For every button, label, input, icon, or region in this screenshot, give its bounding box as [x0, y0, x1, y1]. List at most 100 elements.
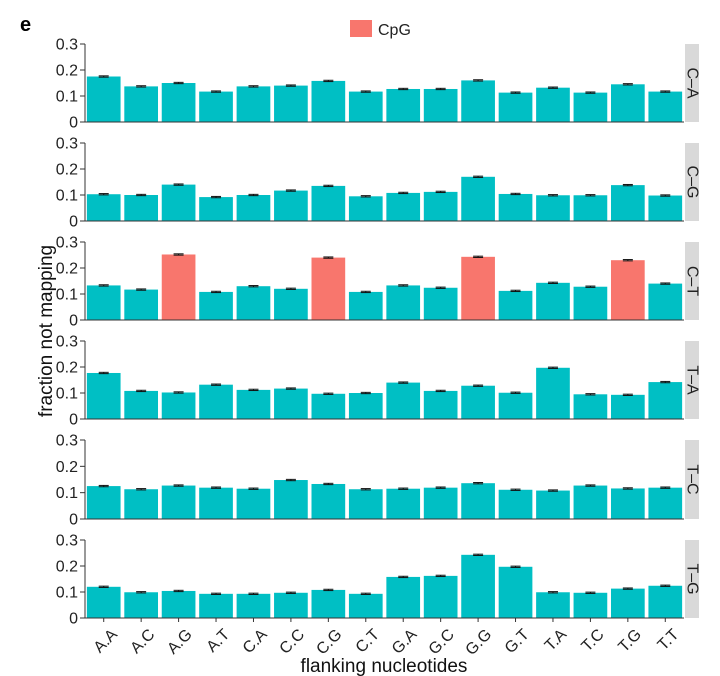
y-tick-label: 0.3	[56, 533, 78, 550]
x-axis-title: flanking nucleotides	[301, 656, 468, 676]
bar	[236, 593, 271, 618]
bar	[274, 480, 308, 519]
x-tick-label: C.C	[277, 626, 309, 658]
bar	[348, 91, 383, 122]
bar	[423, 88, 458, 122]
bar	[86, 194, 121, 221]
x-tick-label: A.C	[127, 626, 158, 657]
bar	[124, 592, 159, 618]
facet-strip-label: T–A	[684, 365, 701, 395]
bar	[573, 485, 608, 519]
bar	[573, 286, 608, 320]
bar	[648, 382, 683, 419]
y-tick-label: 0.3	[56, 235, 78, 252]
y-tick-label: 0.1	[56, 585, 78, 602]
bar	[311, 483, 346, 519]
bar	[161, 83, 196, 122]
bar	[386, 576, 421, 618]
bar	[610, 185, 645, 221]
y-tick-label: 0.2	[56, 459, 78, 476]
bar	[498, 392, 533, 419]
bar	[161, 184, 196, 221]
facet-strip-label: C–A	[684, 67, 701, 98]
bar	[423, 191, 458, 221]
facet-strip	[685, 540, 699, 618]
bar	[573, 394, 608, 419]
bar	[423, 487, 458, 519]
facet-panel: 0 0.1 0.2 0.3 T–A	[56, 334, 701, 429]
bar	[461, 483, 495, 519]
y-tick-label: 0.2	[56, 360, 78, 377]
x-tick-label: G.C	[426, 626, 458, 658]
y-tick-label: 0	[69, 512, 78, 529]
x-tick-label: T.G	[615, 626, 645, 656]
bar	[386, 192, 421, 221]
bar	[573, 195, 608, 221]
bar	[386, 488, 421, 519]
facet-panel: 0 0.1 0.2 0.3 C–T	[56, 235, 701, 330]
y-tick-label: 0	[69, 214, 78, 231]
bar	[423, 287, 458, 320]
bar	[311, 185, 346, 221]
bar	[236, 86, 271, 122]
bar	[461, 256, 495, 320]
facet-strip	[685, 341, 699, 419]
facet-panel: 0 0.1 0.2 0.3 T–C	[56, 433, 701, 529]
bar	[86, 285, 121, 320]
y-tick-label: 0	[69, 115, 78, 132]
bar	[161, 392, 196, 419]
bar	[348, 489, 383, 519]
bar	[274, 190, 308, 221]
bar	[498, 290, 533, 320]
bar	[610, 84, 645, 122]
bar	[461, 80, 495, 122]
bar	[610, 394, 645, 419]
bar	[498, 92, 533, 122]
bar	[498, 489, 533, 519]
x-tick-labels: A.A A.C A.G A.T C.A C.C C.G C.T G.A G.C G.G G.T T.A T…	[91, 618, 683, 659]
y-tick-label: 0.2	[56, 63, 78, 80]
x-tick-label: A.G	[164, 626, 196, 658]
bar	[199, 91, 233, 122]
bar	[348, 593, 383, 618]
x-tick-label: T.C	[579, 626, 608, 655]
x-tick-label: T.T	[655, 626, 683, 654]
legend-label-cpg: CpG	[378, 22, 411, 39]
x-tick-label: C.A	[240, 626, 271, 657]
bar	[648, 91, 683, 122]
bar	[610, 488, 645, 519]
bar	[536, 282, 570, 320]
bar	[161, 590, 196, 618]
bar	[311, 80, 346, 122]
bar	[236, 389, 271, 419]
x-tick-label: G.T	[502, 626, 533, 657]
bar	[274, 592, 308, 618]
bar	[610, 588, 645, 618]
y-tick-label: 0	[69, 313, 78, 330]
y-tick-label: 0.1	[56, 188, 78, 205]
bar	[124, 289, 159, 320]
y-tick-label: 0.1	[56, 287, 78, 304]
bar	[199, 593, 233, 618]
legend-swatch-cpg	[350, 20, 372, 37]
y-tick-label: 0.3	[56, 433, 78, 450]
bar	[311, 589, 346, 618]
x-tick-label: G.G	[463, 626, 496, 659]
facet-strip	[685, 44, 699, 122]
legend: CpG	[350, 20, 411, 39]
facet-strip	[685, 143, 699, 221]
facet-strip	[685, 440, 699, 519]
next-panel-letter: g	[36, 671, 48, 676]
bar	[573, 92, 608, 122]
y-tick-label: 0	[69, 611, 78, 628]
bar	[348, 196, 383, 221]
bar	[199, 487, 233, 519]
bar	[461, 176, 495, 221]
bar	[311, 257, 346, 320]
bar	[124, 195, 159, 221]
x-tick-label: T.A	[542, 626, 571, 655]
y-tick-label: 0.1	[56, 485, 78, 502]
bar	[498, 193, 533, 221]
bar	[86, 486, 121, 519]
